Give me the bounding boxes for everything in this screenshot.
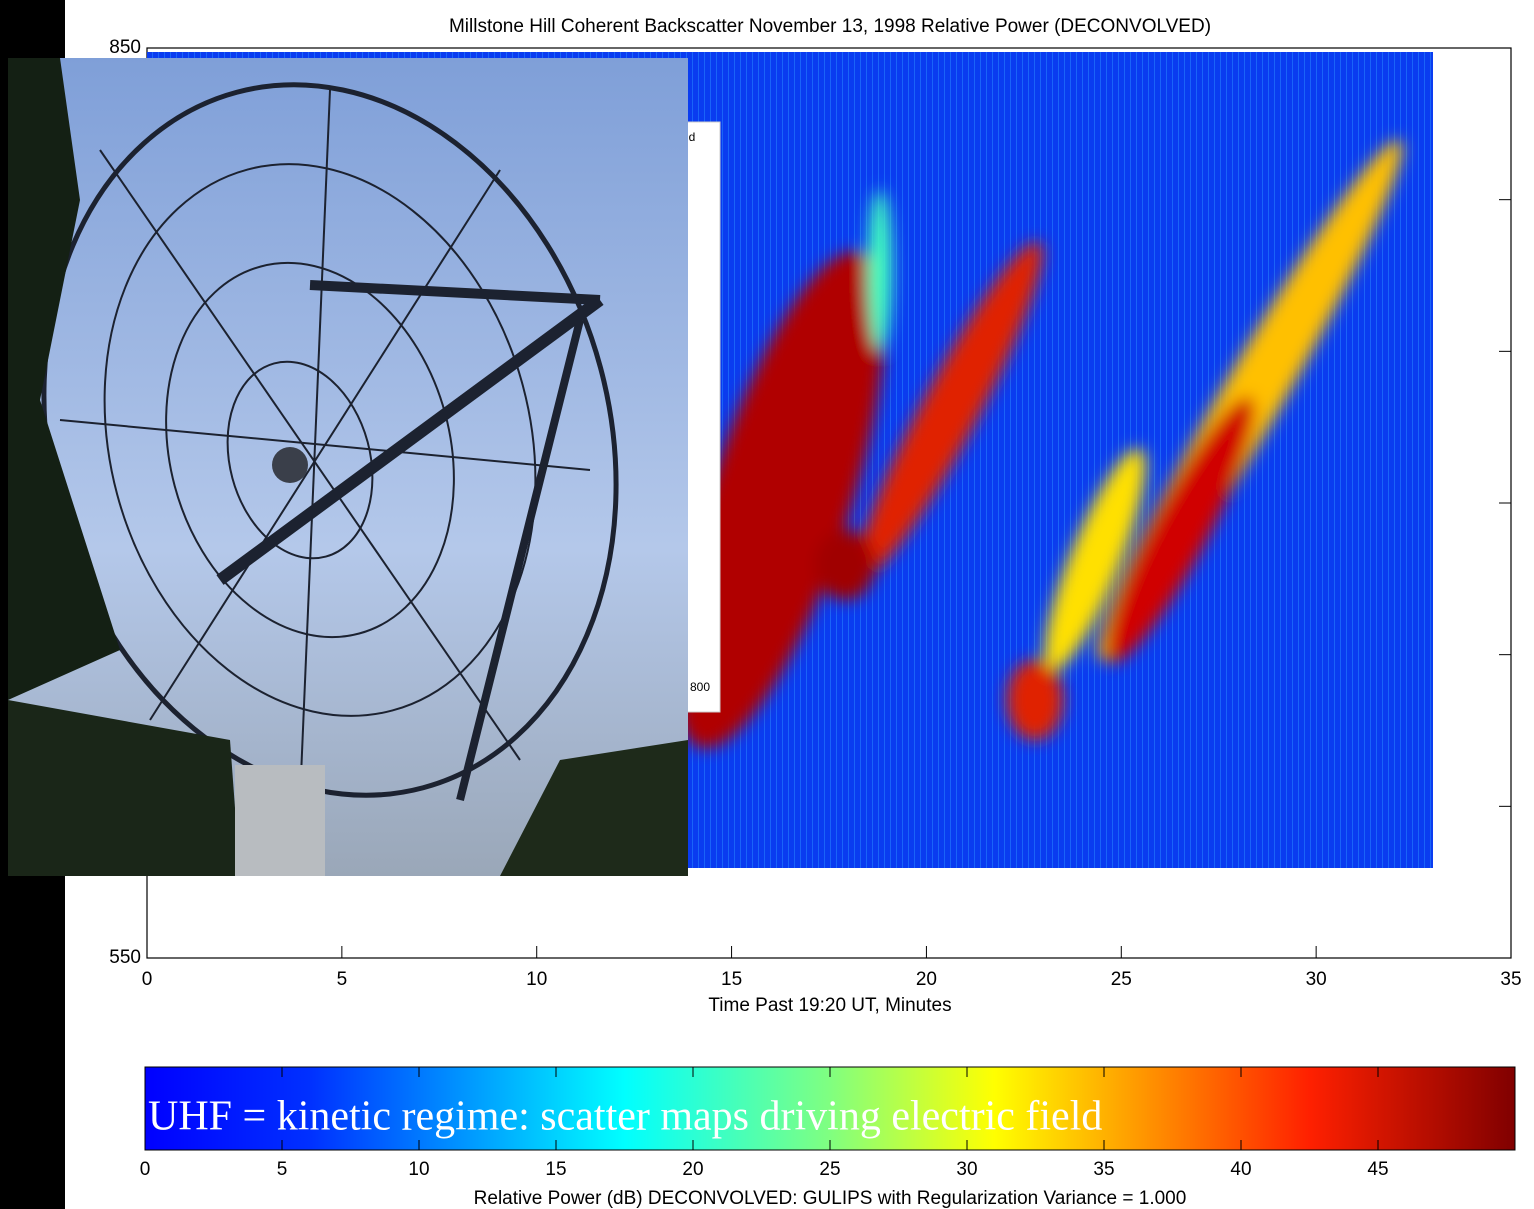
inset-label: ld (686, 130, 695, 144)
x-tick-label: 20 (916, 969, 937, 990)
colorbar-label: Relative Power (dB) DECONVOLVED: GULIPS … (474, 1188, 1187, 1209)
antenna-photo (8, 58, 688, 876)
chart-title: Millstone Hill Coherent Backscatter Nove… (449, 16, 1211, 37)
colorbar-tick-label: 30 (956, 1159, 977, 1180)
colorbar-tick-label: 45 (1367, 1159, 1388, 1180)
x-tick-label: 25 (1111, 969, 1132, 990)
x-axis-label: Time Past 19:20 UT, Minutes (708, 995, 951, 1016)
colorbar-tick-label: 35 (1093, 1159, 1114, 1180)
y-tick-label: 850 (109, 37, 141, 58)
y-tick-label: 550 (109, 947, 141, 968)
colorbar-tick-label: 25 (819, 1159, 840, 1180)
colorbar-tick-label: 40 (1230, 1159, 1251, 1180)
colorbar-tick-label: 20 (682, 1159, 703, 1180)
x-tick-label: 30 (1306, 969, 1327, 990)
inset-label: 800 (690, 680, 710, 694)
x-tick-label: 5 (337, 969, 348, 990)
colorbar-tick-label: 15 (545, 1159, 566, 1180)
x-tick-label: 35 (1500, 969, 1521, 990)
x-tick-label: 10 (526, 969, 547, 990)
colorbar-tick-label: 10 (408, 1159, 429, 1180)
x-tick-label: 15 (721, 969, 742, 990)
x-tick-label: 0 (142, 969, 153, 990)
colorbar (144, 1066, 1516, 1151)
colorbar-axis: 0 5 10 15 20 25 30 35 40 45 (140, 1067, 1389, 1180)
caption: UHF = kinetic regime: scatter maps drivi… (148, 1094, 1102, 1140)
colorbar-tick-label: 5 (277, 1159, 288, 1180)
colorbar-tick-label: 0 (140, 1159, 151, 1180)
